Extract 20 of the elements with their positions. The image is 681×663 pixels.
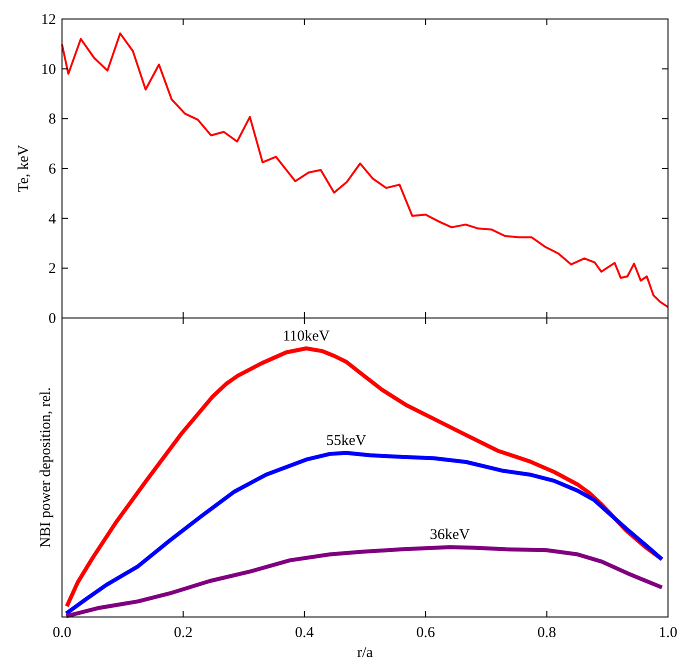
y-tick-label: 0 (48, 311, 56, 327)
y-tick-label: 2 (48, 261, 56, 278)
series-label: 36keV (430, 527, 470, 544)
x-axis-title: r/a (357, 645, 374, 661)
x-tick-label: 0.8 (537, 625, 556, 641)
x-tick-label: 0.4 (295, 625, 314, 641)
y-tick-label: 12 (41, 12, 56, 28)
x-tick-label: 1.0 (658, 625, 678, 641)
x-tick-label: 0.2 (174, 625, 193, 641)
line-series (61, 32, 669, 308)
y-tick-label: 10 (41, 62, 56, 78)
x-tick-label: 0.0 (52, 625, 72, 641)
y-axis-title: NBI power deposition, rel. (38, 387, 54, 548)
series-label: 55keV (326, 432, 366, 449)
y-tick-label: 6 (48, 162, 56, 178)
y-axis-title: Te, keV (16, 144, 32, 192)
y-tick-label: 4 (48, 211, 56, 228)
x-tick-label: 0.6 (416, 625, 436, 641)
series-label: 110keV (282, 328, 330, 344)
y-tick-label: 8 (48, 112, 56, 128)
